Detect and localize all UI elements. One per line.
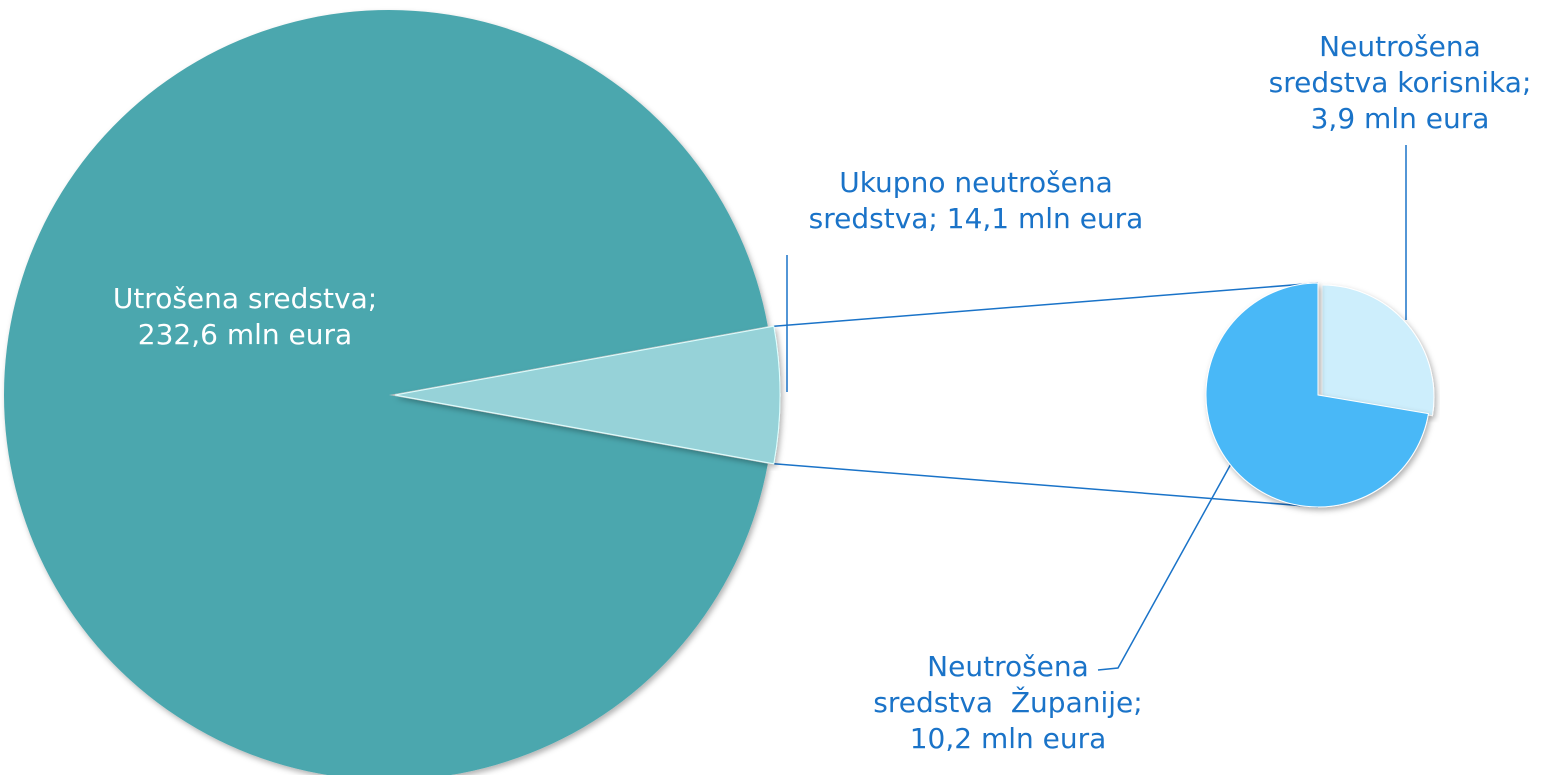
data-label: Ukupno neutrošena [839, 166, 1113, 199]
pie-slice [3, 10, 768, 775]
leader-line [1097, 461, 1233, 671]
data-label: sredstva Županije; [873, 685, 1142, 719]
data-label: Neutrošena [1319, 30, 1481, 63]
connector-line [773, 282, 1319, 327]
data-label: 232,6 mln eura [138, 318, 352, 351]
data-label: Neutrošena [927, 650, 1089, 683]
data-label: sredstva korisnika; [1269, 66, 1532, 99]
connector-line [773, 463, 1319, 508]
data-label: Utrošena sredstva; [113, 282, 377, 315]
data-label: 10,2 mln eura [910, 722, 1107, 755]
pie-slice [394, 325, 781, 465]
pie-slice [1321, 284, 1435, 417]
connectors [773, 282, 1319, 508]
data-label: sredstva; 14,1 mln eura [809, 202, 1144, 235]
leader-lines [786, 145, 1407, 671]
data-label: 3,9 mln eura [1311, 102, 1490, 135]
pie-slice [1205, 282, 1430, 508]
